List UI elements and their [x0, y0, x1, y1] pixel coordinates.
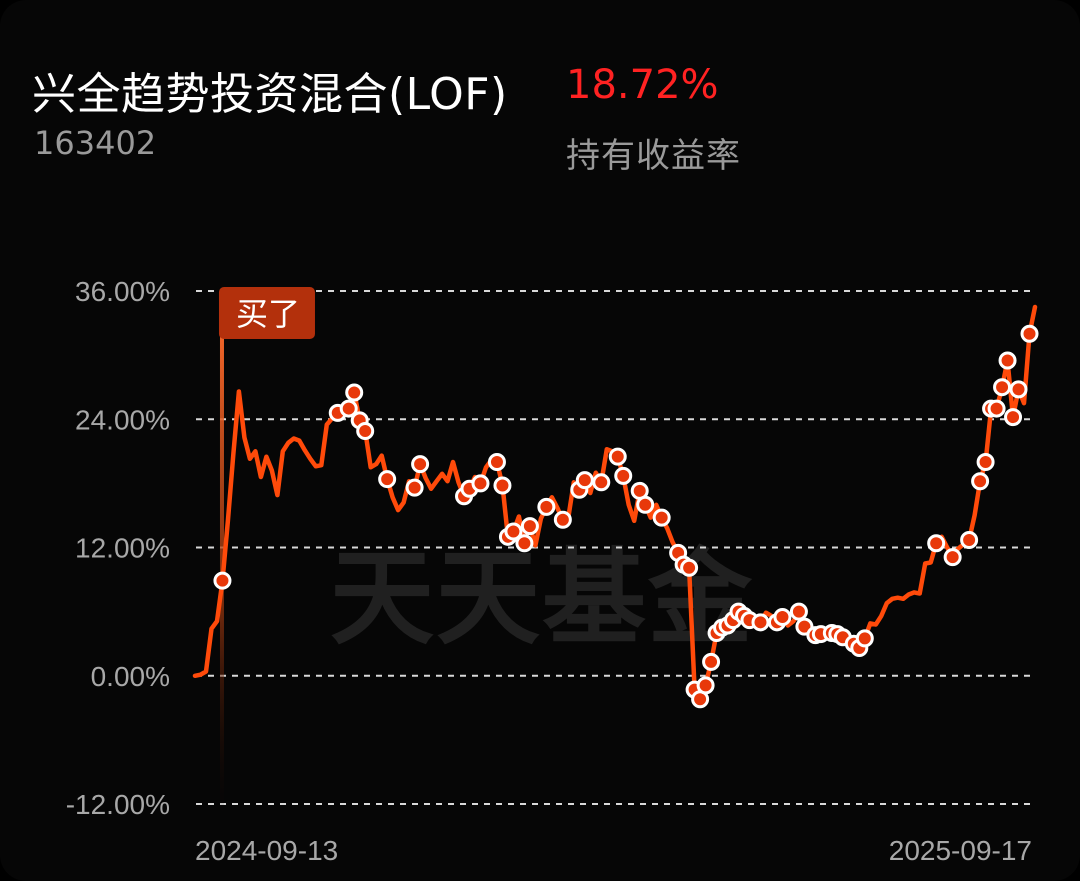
- x-end-label: 2025-09-17: [889, 835, 1032, 866]
- buy-marker-group: 买了: [218, 287, 315, 831]
- data-point-58: [971, 472, 990, 491]
- data-point-66: [1020, 324, 1039, 343]
- y-axis: 36.00% 24.00% 12.00% 0.00% -12.00%: [66, 276, 170, 820]
- data-point-22: [592, 473, 611, 492]
- data-point-5: [356, 422, 375, 441]
- transaction-points: [213, 324, 1039, 709]
- data-point-59: [976, 453, 995, 471]
- data-point-54: [855, 629, 874, 648]
- data-point-30: [680, 558, 699, 577]
- x-axis: 2024-09-13 2025-09-17: [195, 835, 1032, 866]
- data-point-11: [471, 474, 490, 493]
- data-point-7: [405, 478, 424, 497]
- data-point-44: [773, 607, 792, 626]
- data-point-8: [411, 455, 430, 474]
- data-point-33: [696, 676, 715, 695]
- data-point-21: [575, 471, 594, 490]
- data-point-34: [702, 652, 721, 671]
- data-point-27: [652, 508, 671, 527]
- y-tick-label-3: 0.00%: [91, 661, 170, 692]
- y-tick-label-2: 12.00%: [75, 533, 170, 564]
- data-point-62: [993, 378, 1012, 397]
- data-point-12: [487, 453, 506, 471]
- fund-name: 兴全趋势投资混合(LOF): [32, 69, 508, 120]
- data-point-64: [1004, 408, 1023, 427]
- data-point-55: [927, 534, 946, 553]
- grid-lines: [196, 290, 1032, 805]
- data-point-61: [987, 399, 1006, 418]
- y-tick-label-4: -12.00%: [66, 789, 170, 820]
- data-point-17: [520, 517, 539, 536]
- data-point-23: [608, 447, 627, 466]
- data-point-3: [345, 383, 364, 402]
- data-point-19: [553, 510, 572, 529]
- data-point-16: [515, 534, 534, 553]
- data-point-57: [960, 531, 979, 550]
- data-point-26: [636, 495, 655, 514]
- data-point-65: [1009, 380, 1028, 399]
- holding-return-label: 持有收益率: [566, 136, 741, 176]
- data-point-2: [339, 399, 358, 418]
- data-point-15: [504, 522, 523, 541]
- holding-return-value: 18.72%: [566, 62, 719, 108]
- data-point-18: [537, 497, 556, 516]
- y-tick-label-1: 24.00%: [75, 404, 170, 435]
- fund-code: 163402: [34, 124, 157, 162]
- data-point-42: [751, 613, 770, 632]
- data-point-63: [998, 351, 1017, 370]
- buy-badge: [218, 287, 315, 339]
- x-start-label: 2024-09-13: [195, 835, 338, 866]
- data-point-45: [789, 602, 808, 621]
- data-point-6: [378, 470, 397, 489]
- buy-badge-label: 买了: [236, 295, 300, 333]
- y-tick-label-0: 36.00%: [75, 276, 170, 307]
- data-point-0: [213, 571, 232, 590]
- data-point-13: [493, 476, 512, 495]
- data-point-24: [614, 466, 633, 485]
- data-point-56: [943, 548, 962, 567]
